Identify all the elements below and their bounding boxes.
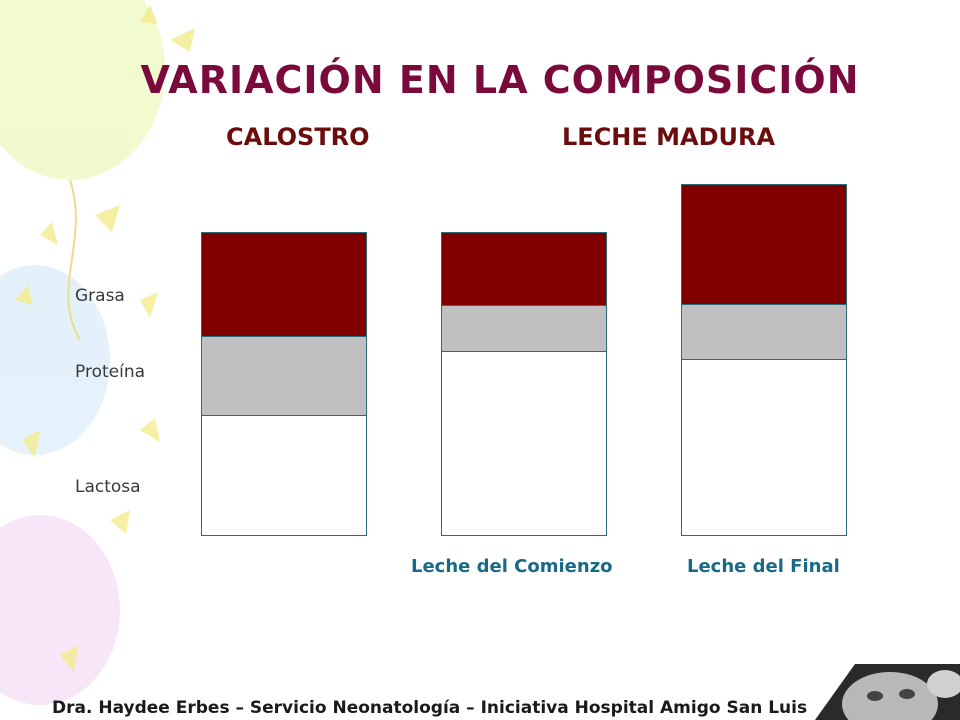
slide-title: VARIACIÓN EN LA COMPOSICIÓN bbox=[140, 58, 860, 102]
segment-fat bbox=[442, 233, 606, 305]
baby-photo bbox=[795, 664, 960, 720]
heading-calostro: CALOSTRO bbox=[226, 123, 370, 151]
footer-credits: Dra. Haydee Erbes – Servicio Neonatologí… bbox=[52, 698, 808, 718]
segment-protein bbox=[682, 304, 846, 360]
bar-calostro bbox=[201, 232, 367, 536]
bar-leche-del-final bbox=[681, 184, 847, 536]
segment-lactose bbox=[202, 415, 366, 535]
heading-leche-madura: LECHE MADURA bbox=[562, 123, 776, 151]
segment-fat bbox=[682, 185, 846, 305]
segment-protein bbox=[202, 336, 366, 416]
label-protein: Proteína bbox=[75, 362, 146, 382]
label-leche-del-final: Leche del Final bbox=[687, 556, 840, 577]
segment-lactose bbox=[442, 352, 606, 535]
segment-fat bbox=[202, 233, 366, 337]
segment-lactose bbox=[682, 359, 846, 535]
label-lactose: Lactosa bbox=[75, 477, 141, 497]
label-fat: Grasa bbox=[75, 286, 125, 306]
label-leche-del-comienzo: Leche del Comienzo bbox=[411, 556, 613, 577]
segment-protein bbox=[442, 304, 606, 353]
bar-leche-del-comienzo bbox=[441, 232, 607, 536]
